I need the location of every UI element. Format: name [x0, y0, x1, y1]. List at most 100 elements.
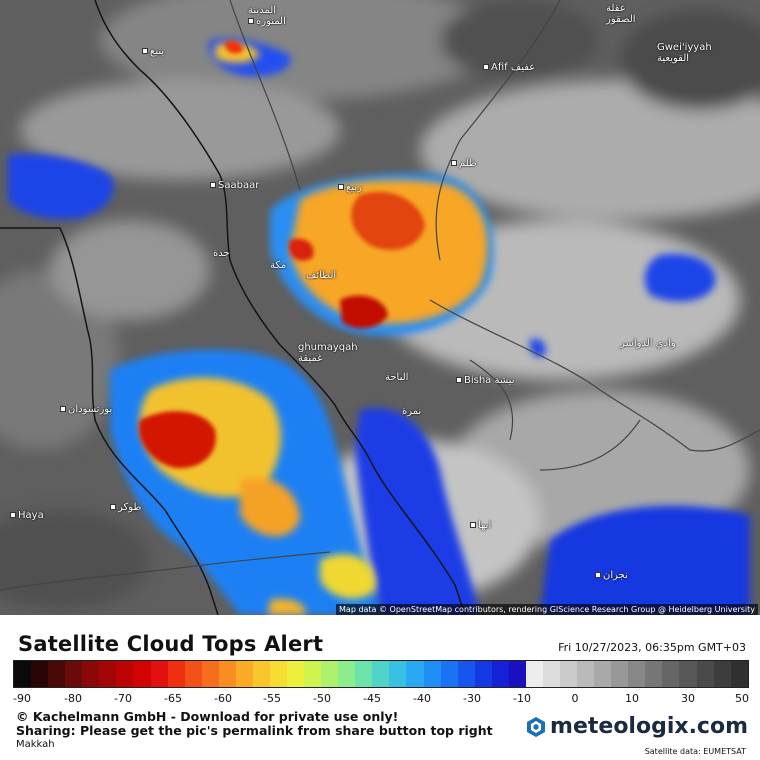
scale-swatch: [372, 661, 390, 687]
scale-swatch: [235, 661, 253, 687]
scale-swatch: [14, 661, 32, 687]
city-dot-icon: [248, 18, 254, 24]
place-label: نجران: [595, 570, 628, 581]
scale-swatch: [321, 661, 339, 687]
place-label: ربيع: [338, 182, 362, 193]
borders: [0, 0, 760, 591]
place-name: ربيع: [346, 182, 362, 193]
scale-swatch: [696, 661, 714, 687]
place-label: جدة: [213, 248, 230, 259]
scale-swatch: [167, 661, 185, 687]
scale-swatch: [730, 661, 748, 687]
place-label: الطائف: [306, 270, 336, 281]
sharing-note: Sharing: Please get the pic's permalink …: [16, 723, 493, 738]
scale-swatch: [150, 661, 168, 687]
scale-swatch: [287, 661, 305, 687]
place-name: جدة: [213, 248, 230, 259]
city-dot-icon: [595, 572, 601, 578]
scale-tick-label: -70: [114, 692, 132, 705]
place-label: الباحة: [385, 372, 408, 383]
scale-swatch: [389, 661, 407, 687]
scale-swatch: [542, 661, 560, 687]
place-name: المدينة: [248, 5, 277, 16]
place-label: طوكر: [110, 502, 141, 513]
place-name: وادي الدواسر: [620, 338, 676, 349]
scale-tick-label: -30: [463, 692, 481, 705]
scale-swatch: [611, 661, 629, 687]
scale-tick-label: -55: [263, 692, 281, 705]
scale-tick-label: -10: [513, 692, 531, 705]
place-label: ghumayqah غميقة: [298, 342, 358, 364]
logo-icon: [527, 716, 546, 737]
chart-title: Satellite Cloud Tops Alert: [18, 632, 324, 656]
scale-swatch: [594, 661, 612, 687]
place-name: Gwei'iyyah: [657, 42, 712, 53]
legend-panel: Satellite Cloud Tops Alert Fri 10/27/202…: [0, 615, 760, 760]
scale-swatch: [218, 661, 236, 687]
scale-tick-label: -65: [164, 692, 182, 705]
coastlines: [0, 0, 466, 615]
place-label: مكة: [270, 260, 286, 271]
scale-swatch: [65, 661, 83, 687]
city-dot-icon: [60, 406, 66, 412]
scale-tick-label: 10: [625, 692, 639, 705]
scale-swatch: [662, 661, 680, 687]
place-label: وادي الدواسر: [620, 338, 676, 349]
city-dot-icon: [110, 504, 116, 510]
place-label: Saabaar: [210, 180, 259, 191]
map-layer: [0, 0, 760, 615]
scale-swatch: [82, 661, 100, 687]
logo-text: meteologix.com: [550, 714, 748, 739]
scale-swatch: [355, 661, 373, 687]
scale-tick-label: -90: [13, 692, 31, 705]
scale-swatch: [560, 661, 578, 687]
scale-swatch: [304, 661, 322, 687]
city-dot-icon: [456, 377, 462, 383]
city-dot-icon: [483, 64, 489, 70]
color-scale: [13, 660, 749, 688]
city-dot-icon: [142, 48, 148, 54]
scale-swatch: [457, 661, 475, 687]
place-label: المدينة المنورة: [248, 5, 286, 27]
place-name: المنورة: [256, 16, 286, 27]
place-label: Bisha بيشة: [456, 375, 515, 386]
place-name: Bisha بيشة: [464, 375, 515, 386]
scale-swatch: [269, 661, 287, 687]
scale-swatch: [713, 661, 731, 687]
meteologix-logo[interactable]: meteologix.com: [525, 714, 748, 739]
satellite-map[interactable]: المدينة المنورة ينبع عقلة الصقور Afif عفيف Gwe…: [0, 0, 760, 615]
copyright-notice: © Kachelmann GmbH - Download for private…: [16, 709, 399, 724]
scale-swatch: [525, 661, 543, 687]
place-name: نمرة: [402, 406, 422, 417]
place-name: Afif عفيف: [491, 62, 536, 73]
scale-swatch: [491, 661, 509, 687]
place-label: نمرة: [402, 406, 421, 417]
scale-tick-label: 50: [735, 692, 749, 705]
scale-tick-label: -50: [313, 692, 331, 705]
place-name: طوكر: [118, 502, 142, 513]
place-name: ينبع: [150, 46, 165, 57]
scale-tick-label: -40: [413, 692, 431, 705]
scale-swatch: [679, 661, 697, 687]
scale-tick-label: -60: [214, 692, 232, 705]
scale-swatch: [48, 661, 66, 687]
scale-swatch: [31, 661, 49, 687]
scale-swatch: [423, 661, 441, 687]
place-name: ظلم: [459, 158, 477, 169]
place-label: ابها: [470, 520, 491, 531]
location-label: Makkah: [16, 739, 55, 750]
city-dot-icon: [10, 512, 16, 518]
scale-tick-label: 0: [571, 692, 579, 705]
place-name: مكة: [270, 260, 287, 271]
timestamp: Fri 10/27/2023, 06:35pm GMT+03: [558, 641, 746, 654]
scale-swatch: [440, 661, 458, 687]
place-label: Afif عفيف: [483, 62, 535, 73]
scale-swatch: [133, 661, 151, 687]
map-attribution[interactable]: Map data © OpenStreetMap contributors, r…: [336, 604, 758, 615]
place-label: ظلم: [451, 158, 477, 169]
place-label: بورتسودان: [60, 404, 112, 415]
cloud-cover-layer: [0, 0, 760, 610]
city-dot-icon: [210, 182, 216, 188]
place-name: بورتسودان: [68, 404, 113, 415]
scale-ticks: -90 -80 -70 -65 -60 -55 -50 -45 -40 -30 -10 0 10 30 50: [0, 692, 760, 706]
